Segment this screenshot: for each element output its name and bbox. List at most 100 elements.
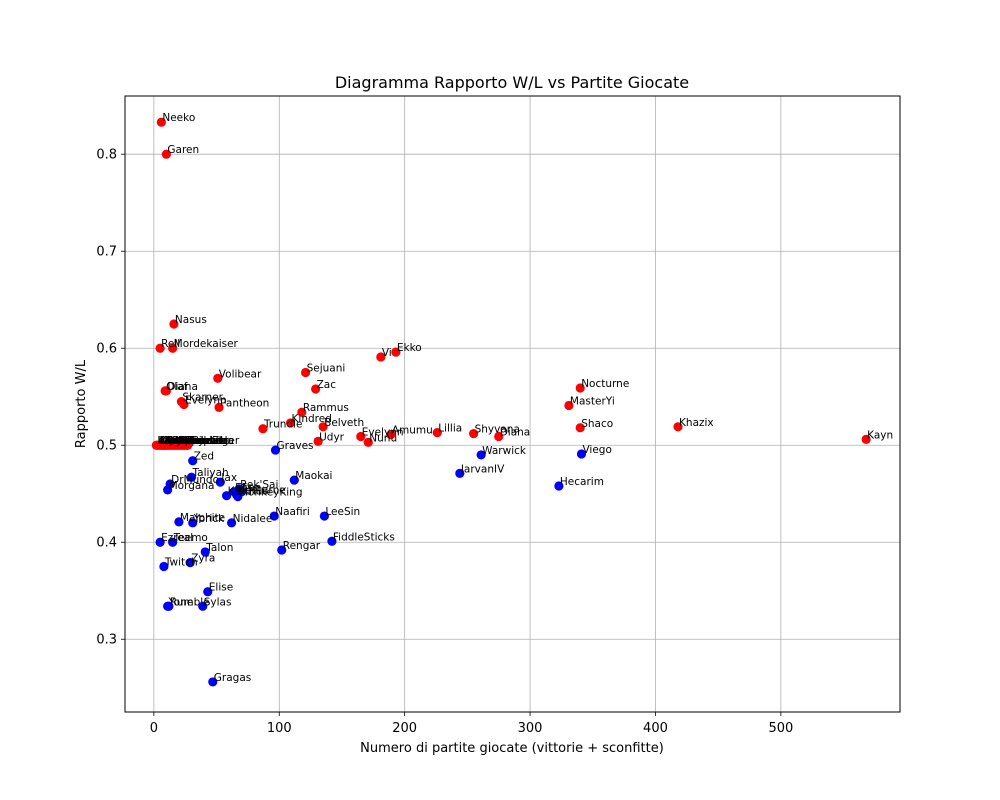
data-point-label: Maokai	[295, 470, 332, 482]
data-point	[159, 561, 169, 572]
data-point-label: DrMundo	[171, 474, 219, 486]
data-point-label: Khazix	[679, 417, 714, 429]
data-point	[575, 383, 585, 393]
data-point-label: Morgana	[169, 480, 215, 492]
data-point-label: Kayn	[867, 429, 893, 441]
data-point-label: Karthus	[228, 486, 268, 498]
data-point-label: LeeSin	[325, 506, 360, 518]
data-point-label: Jax	[220, 472, 237, 484]
data-point-label: Kalista	[165, 435, 200, 447]
data-point-label: Udyr	[319, 431, 345, 443]
data-point	[168, 537, 178, 547]
data-point-label: Yone	[168, 596, 194, 608]
data-point-label: Shyvana	[475, 424, 520, 436]
data-point-label: Rumble	[170, 596, 210, 608]
data-point	[258, 424, 268, 434]
data-point-label: Rengar	[283, 540, 321, 552]
data-point	[200, 547, 210, 557]
data-point-label: Amumu	[392, 425, 433, 437]
x-tick-label: 200	[392, 721, 417, 736]
y-tick-label: 0.4	[96, 536, 117, 551]
chart-title: Diagramma Rapporto W/L vs Partite Giocat…	[335, 73, 689, 92]
data-point-label: Aurelion Sol	[165, 435, 228, 447]
data-point	[576, 449, 587, 459]
data-point-label: Taliyah	[191, 467, 228, 479]
data-point-label: Talon	[205, 542, 233, 554]
data-point-label: Sejuani	[307, 362, 346, 374]
data-point-label: Yasuo	[170, 435, 201, 447]
data-point-label: Hecarim	[560, 476, 604, 488]
data-point-label: Kaisa	[175, 435, 203, 447]
data-point-label: Nunu	[369, 432, 397, 444]
data-point	[327, 536, 337, 546]
data-point-label: Vex	[176, 435, 195, 447]
grid-lines	[125, 96, 900, 712]
data-point	[494, 431, 504, 442]
data-point-label: Sett	[166, 435, 187, 447]
y-tick-label: 0.5	[96, 439, 117, 454]
data-point	[221, 491, 232, 501]
data-point	[213, 373, 223, 383]
data-point	[300, 367, 311, 378]
data-point	[313, 436, 323, 446]
data-point	[161, 386, 171, 396]
y-tick-label: 0.8	[96, 148, 117, 163]
data-point	[391, 347, 401, 357]
data-point-label: Evelynn	[362, 426, 404, 438]
data-point	[277, 545, 287, 555]
data-point-label: MonkeyKing	[239, 487, 303, 499]
data-point	[179, 399, 189, 410]
data-point-label: Shaco	[581, 418, 613, 430]
data-point	[164, 601, 174, 611]
data-point-label: Nidalee	[186, 435, 226, 447]
data-point-label: Nocturne	[238, 485, 286, 497]
data-point	[432, 428, 442, 438]
data-point-label: Mordekaiser	[174, 338, 239, 350]
x-tick-label: 0	[150, 721, 158, 736]
data-point	[215, 477, 225, 487]
data-point-label: Olaf	[166, 381, 188, 393]
data-point	[554, 481, 564, 491]
data-point-label: Rell	[161, 338, 180, 350]
data-point-label: Yorick	[193, 513, 225, 525]
data-point-label: Poppy	[172, 435, 204, 447]
data-point	[168, 343, 178, 353]
data-point-label: Lissandra	[184, 435, 234, 447]
data-point	[311, 384, 321, 394]
data-point-label: Ekko	[397, 342, 422, 354]
data-point-label: Karthus	[157, 435, 197, 447]
data-point	[203, 587, 213, 597]
data-point-label: Neeko	[162, 112, 195, 124]
data-point-label: Xinzhao	[181, 435, 223, 447]
data-point-label: Kindred	[292, 413, 332, 425]
data-point-label: Nidalee	[233, 513, 273, 525]
data-point-label: Ivern	[159, 435, 186, 447]
data-point-label: Irelia	[179, 435, 205, 447]
y-axis-title: Rapporto W/L	[74, 359, 89, 448]
data-point-label: Garen	[167, 144, 199, 156]
data-point-label: Volibear	[219, 368, 262, 380]
x-tick-label: 500	[768, 721, 793, 736]
data-point	[198, 601, 208, 611]
data-point-label: Rek'Sai	[240, 479, 278, 491]
data-point	[188, 456, 198, 466]
data-point	[376, 352, 386, 362]
data-point	[155, 537, 165, 547]
data-point	[233, 492, 243, 502]
data-point	[297, 407, 307, 417]
data-point	[183, 440, 193, 450]
data-point	[318, 422, 328, 432]
data-point	[159, 440, 169, 450]
data-points	[151, 117, 871, 687]
data-point	[386, 429, 396, 440]
data-point-label: Zed	[194, 451, 214, 463]
data-point	[861, 434, 871, 445]
data-point-label: Skarner	[182, 392, 223, 404]
axis-ticks: 0 100 200 300 400 500 0.3 0.4 0.5 0.6 0.7 0.8	[96, 148, 793, 736]
data-point-label: Graves	[276, 440, 313, 452]
data-point-label: Lee	[243, 482, 262, 494]
data-point-label: Heimerdinger	[167, 435, 239, 447]
